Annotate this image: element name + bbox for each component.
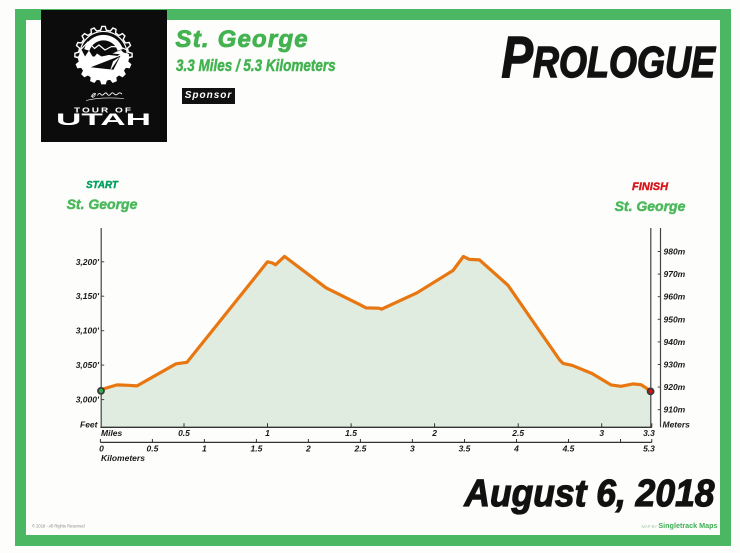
svg-text:4.5: 4.5 — [562, 444, 575, 454]
svg-text:2: 2 — [305, 444, 311, 454]
svg-text:960m: 960m — [664, 292, 686, 302]
svg-text:TOUR OF: TOUR OF — [74, 105, 133, 114]
svg-text:1.5: 1.5 — [250, 444, 262, 454]
svg-text:3,200': 3,200' — [76, 257, 100, 267]
svg-text:Feet: Feet — [80, 420, 99, 430]
svg-text:2: 2 — [431, 428, 437, 438]
svg-text:920m: 920m — [664, 382, 686, 392]
svg-text:Kilometers: Kilometers — [101, 453, 145, 463]
svg-text:3,000': 3,000' — [76, 395, 100, 405]
svg-text:UTAH: UTAH — [56, 110, 151, 128]
svg-text:3: 3 — [410, 444, 415, 454]
svg-text:3,050': 3,050' — [76, 360, 100, 370]
svg-text:Miles: Miles — [101, 428, 123, 438]
svg-text:950m: 950m — [664, 314, 686, 324]
svg-text:3,100': 3,100' — [76, 326, 100, 336]
svg-text:0.5: 0.5 — [178, 428, 190, 438]
svg-text:0: 0 — [99, 444, 104, 454]
svg-text:0.5: 0.5 — [146, 444, 158, 454]
svg-text:980m: 980m — [664, 247, 686, 257]
svg-text:910m: 910m — [664, 405, 686, 415]
svg-text:5.3: 5.3 — [643, 444, 655, 454]
svg-text:2.5: 2.5 — [511, 428, 524, 438]
svg-text:1: 1 — [265, 428, 270, 438]
svg-text:Meters: Meters — [663, 420, 691, 430]
svg-text:3.3: 3.3 — [643, 428, 655, 438]
svg-text:940m: 940m — [664, 337, 686, 347]
svg-text:930m: 930m — [664, 360, 686, 370]
svg-text:970m: 970m — [664, 269, 686, 279]
svg-text:3: 3 — [599, 428, 604, 438]
svg-text:3.5: 3.5 — [459, 444, 471, 454]
svg-text:1.5: 1.5 — [345, 428, 357, 438]
svg-text:1: 1 — [202, 444, 207, 454]
svg-text:4: 4 — [513, 444, 519, 454]
svg-text:2.5: 2.5 — [353, 444, 366, 454]
svg-text:3,150': 3,150' — [76, 291, 100, 301]
